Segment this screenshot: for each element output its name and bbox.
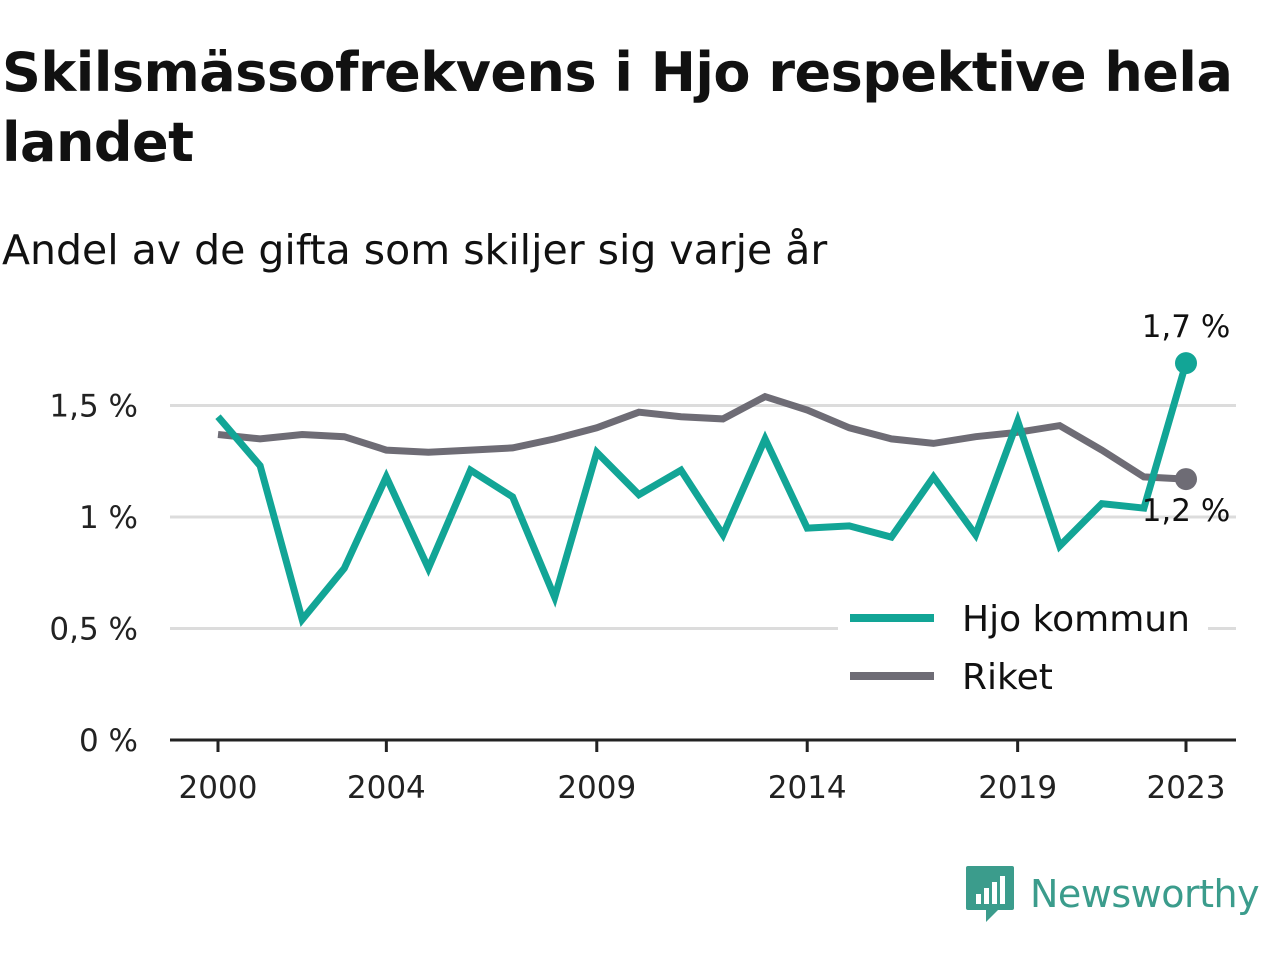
y-tick-label: 1 % bbox=[79, 500, 138, 536]
series-end-point bbox=[1175, 352, 1197, 375]
series-end-point bbox=[1175, 468, 1197, 491]
x-tick-label: 2019 bbox=[978, 770, 1057, 806]
x-tick-label: 2009 bbox=[557, 770, 636, 806]
x-tick-label: 2000 bbox=[179, 770, 258, 806]
legend-label: Hjo kommun bbox=[962, 599, 1190, 640]
y-tick-label: 1,5 % bbox=[49, 389, 138, 425]
brand-name: Newsworthy bbox=[1030, 872, 1260, 916]
x-tick-label: 2014 bbox=[768, 770, 847, 806]
end-labels: 1,7 % 1,2 % bbox=[1142, 309, 1231, 529]
end-label: 1,7 % bbox=[1142, 309, 1231, 345]
y-tick-label: 0 % bbox=[79, 723, 138, 759]
legend: Hjo kommun Riket bbox=[838, 592, 1208, 710]
newsworthy-logo-icon bbox=[966, 866, 1014, 922]
series-line bbox=[215, 362, 1190, 628]
brand: Newsworthy bbox=[964, 864, 1260, 924]
legend-background bbox=[838, 592, 1208, 710]
y-tick-label: 0,5 % bbox=[49, 612, 138, 648]
end-label: 1,2 % bbox=[1142, 493, 1231, 529]
series-lines bbox=[215, 352, 1197, 628]
x-axis: 2000 2004 2009 2014 2019 2023 bbox=[170, 738, 1236, 806]
chart-title: Skilsmässofrekvens i Hjo respektive hela… bbox=[2, 41, 1233, 174]
legend-label: Riket bbox=[962, 657, 1053, 698]
chart-subtitle: Andel av de gifta som skiljer sig varje … bbox=[2, 226, 828, 274]
y-axis-ticks: 0 % 0,5 % 1 % 1,5 % bbox=[49, 389, 138, 760]
x-tick-label: 2004 bbox=[347, 770, 426, 806]
series-line bbox=[217, 392, 1187, 483]
x-tick-label: 2023 bbox=[1147, 770, 1226, 806]
